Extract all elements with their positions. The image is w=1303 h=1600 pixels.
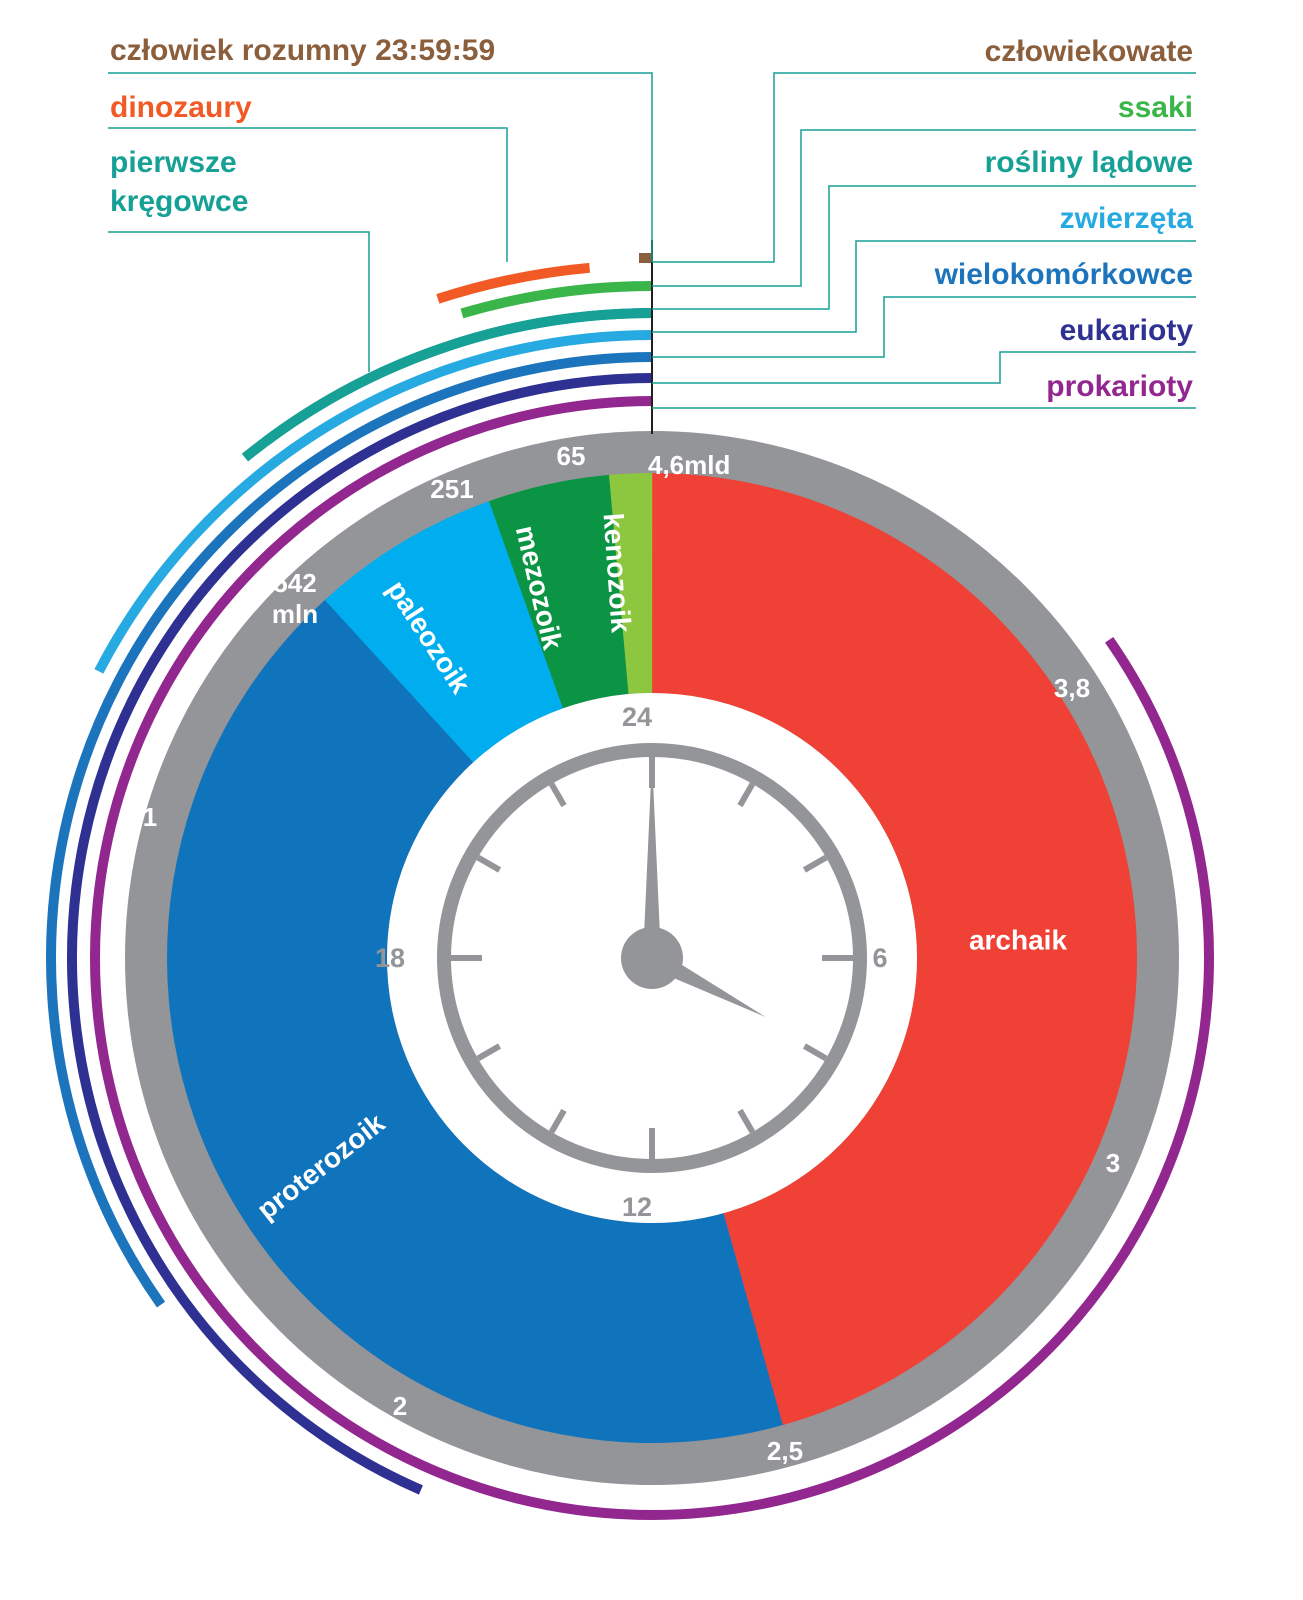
clock-number-12: 12 [622, 1192, 652, 1222]
leader-lines [108, 72, 1196, 434]
arc-zwierzeta [94, 330, 653, 674]
arc-ssaki [460, 281, 653, 319]
leader-eukarioty [652, 351, 1196, 384]
clock-minute-hand [643, 758, 661, 958]
era-sector-proterozoik [166, 599, 783, 1443]
tick-label-2: 2 [393, 1391, 407, 1421]
label-rosliny-ladowe: rośliny lądowe [985, 146, 1193, 179]
leader-pierwsze-kregowce [108, 231, 370, 372]
tick-label-2_5: 2,5 [767, 1436, 803, 1466]
era-label-archaik: archaik [969, 924, 1067, 955]
label-zwierzeta: zwierzęta [1060, 202, 1194, 235]
label-prokarioty: prokarioty [1046, 370, 1193, 403]
clock-tick-22 [548, 782, 567, 808]
tick-label-4_6: 4,6mld [648, 450, 730, 480]
label-ssaki: ssaki [1118, 91, 1193, 124]
clock-number-18: 18 [375, 943, 405, 973]
life-form-labels: prokarioty eukarioty wielokomórkowce zwierz… [110, 34, 1193, 403]
label-wielokomorkowce: wielokomórkowce [934, 258, 1193, 291]
leader-wielokomorkowce [652, 296, 1196, 358]
clock-number-24: 24 [622, 702, 652, 732]
label-pierwsze-kregowce: pierwsze [110, 146, 237, 179]
tick-label-1: 1 [143, 802, 157, 832]
leader-rosliny-ladowe [652, 185, 1196, 310]
label-czlowiek-rozumny: człowiek rozumny 23:59:59 [110, 34, 495, 67]
arc-pierwsze-kregowce [241, 308, 653, 462]
clock-center-hub [621, 927, 683, 989]
era-sector-kenozoik [609, 472, 653, 695]
leader-dinozaury [108, 127, 508, 262]
clock-tick-2 [737, 782, 756, 808]
label-eukarioty: eukarioty [1060, 314, 1194, 347]
clock: 24 6 12 18 [375, 702, 888, 1222]
leader-czlowiek-rozumny [108, 72, 653, 262]
tick-label-0_542: 542 [273, 568, 316, 598]
tick-label-0_251: 251 [430, 474, 473, 504]
clock-number-6: 6 [872, 943, 887, 973]
arc-dinozaury [436, 262, 591, 304]
clock-tick-14 [548, 1108, 567, 1134]
era-sector-paleozoik [324, 501, 564, 763]
arc-prokarioty [90, 396, 1214, 1520]
clock-tick-10 [737, 1108, 756, 1134]
leader-zwierzeta [652, 240, 1196, 333]
arc-wielokomorkowce [46, 352, 653, 1308]
leader-ssaki [652, 129, 1196, 287]
tick-label-3: 3 [1106, 1148, 1120, 1178]
clock-tick-8 [802, 1043, 828, 1062]
arc-eukarioty [67, 373, 653, 1495]
era-sector-archaik [652, 473, 1138, 1426]
tick-label-3_8: 3,8 [1054, 673, 1090, 703]
clock-tick-16 [476, 1043, 502, 1062]
era-sector-mezozoik [488, 474, 629, 709]
label-czlowiekowate: człowiekowate [985, 35, 1193, 68]
leader-czlowiekowate [652, 72, 1196, 263]
label-pierwsze-kregowce-line2: kręgowce [110, 185, 248, 218]
tick-label-0_065: 65 [557, 441, 586, 471]
clock-tick-4 [802, 854, 828, 873]
label-dinozaury: dinozaury [110, 91, 252, 124]
life-form-arcs [46, 253, 1214, 1520]
tick-label-unit: mln [272, 599, 318, 629]
clock-tick-20 [476, 854, 502, 873]
